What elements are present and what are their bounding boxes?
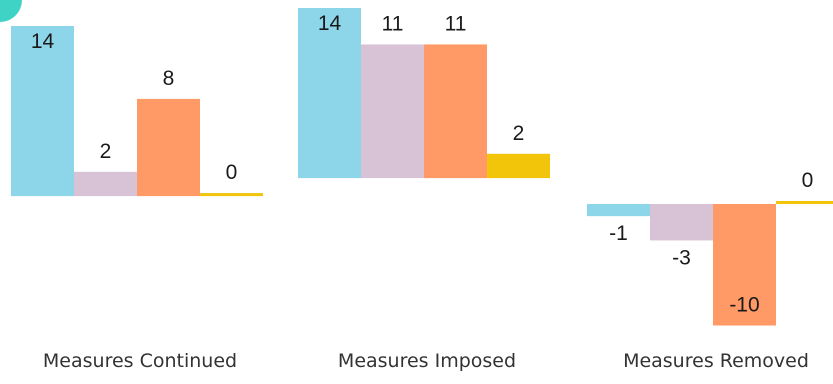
bar-0-1 (74, 171, 137, 197)
value-label-2-0: -1 (609, 222, 628, 245)
bar-1-2 (424, 44, 487, 179)
value-label-1-3: 2 (513, 122, 525, 145)
bar-0-0 (11, 26, 74, 197)
bar-0-3 (200, 193, 263, 197)
bar-group-0: 14 2 8 0 Measures Continued (11, 26, 263, 372)
bar-1-0 (298, 8, 361, 179)
value-label-0-1: 2 (100, 140, 112, 163)
bar-group-1: 14 11 11 2 Measures Imposed (298, 8, 550, 372)
value-label-1-1: 11 (382, 12, 404, 35)
bar-group-2: -1 -3 -10 0 Measures Removed (587, 169, 833, 372)
value-label-2-3: 0 (802, 169, 814, 192)
value-label-0-2: 8 (163, 67, 175, 90)
bar-2-0 (587, 204, 650, 217)
group-label-1: Measures Imposed (338, 350, 516, 372)
group-label-0: Measures Continued (43, 350, 237, 372)
bar-2-2 (713, 204, 776, 326)
value-label-2-2: -10 (729, 294, 759, 317)
bar-1-3 (487, 153, 550, 179)
value-label-1-0: 14 (318, 12, 342, 35)
value-label-1-2: 11 (445, 12, 467, 35)
value-label-0-3: 0 (226, 161, 238, 184)
bar-2-1 (650, 204, 713, 241)
bar-0-2 (137, 98, 200, 197)
group-label-2: Measures Removed (623, 350, 809, 372)
value-label-0-0: 14 (31, 30, 55, 53)
bar-1-1 (361, 44, 424, 179)
value-label-2-1: -3 (672, 246, 691, 269)
bar-2-3 (776, 201, 833, 204)
